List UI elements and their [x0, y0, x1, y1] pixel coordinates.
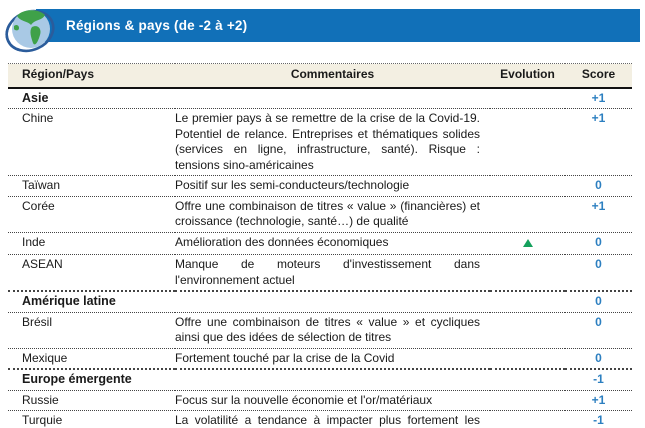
- comment-cell: Fortement touché par la crise de la Covi…: [175, 350, 395, 365]
- evolution-cell: [490, 196, 565, 232]
- region-name-cell: Europe émergente: [22, 372, 132, 386]
- evolution-cell: [490, 109, 565, 176]
- region-name-cell: Turquie: [22, 413, 63, 427]
- score-cell: 0: [595, 314, 602, 329]
- region-name-cell: Chine: [22, 111, 54, 125]
- table-body: Asie +1 Chine Le premier pays à se remettre…: [8, 87, 632, 428]
- table-row: Russie Focus sur la nouvelle économie et …: [8, 390, 632, 411]
- score-cell: 0: [595, 234, 602, 249]
- globe-icon: [5, 9, 55, 53]
- table-row: Brésil Offre une combinaison de titres « …: [8, 312, 632, 348]
- comment-cell: [175, 369, 490, 390]
- evolution-cell: [490, 411, 565, 428]
- header-score: Score: [565, 63, 632, 89]
- score-cell: 0: [595, 178, 602, 192]
- evolution-cell: [490, 312, 565, 348]
- table-row: Mexique Fortement touché par la crise de …: [8, 348, 632, 369]
- region-name-cell: Amérique latine: [22, 294, 116, 308]
- region-name-cell: Corée: [22, 198, 55, 213]
- comment-cell: Positif sur les semi-conducteurs/technol…: [175, 178, 410, 192]
- evolution-cell: [490, 369, 565, 390]
- section-banner: Régions & pays (de -2 à +2): [5, 9, 640, 53]
- evolution-cell: [490, 291, 565, 312]
- comment-cell: Offre une combinaison de titres « value …: [175, 314, 480, 345]
- comment-cell: Focus sur la nouvelle économie et l'or/m…: [175, 392, 433, 407]
- evolution-cell: [490, 232, 565, 255]
- table-row: Inde Amélioration des données économiques…: [8, 232, 632, 255]
- header-region-pays: Région/Pays: [8, 63, 175, 89]
- score-cell: 0: [595, 350, 602, 365]
- comment-cell: Offre une combinaison de titres « value …: [175, 198, 480, 229]
- score-cell: +1: [591, 90, 606, 105]
- header-commentaires: Commentaires: [175, 63, 490, 89]
- table-row: ASEAN Manque de moteurs d'investissement …: [8, 254, 632, 292]
- section-row: Amérique latine 0: [8, 291, 632, 312]
- banner-title: Régions & pays (de -2 à +2): [66, 18, 248, 33]
- regions-table: Région/Pays Commentaires Evolution Score…: [8, 63, 632, 428]
- region-name-cell: Russie: [22, 392, 59, 407]
- score-cell: +1: [591, 392, 606, 407]
- score-cell: 0: [595, 257, 602, 271]
- comment-cell: [175, 291, 490, 312]
- table-row: Corée Offre une combinaison de titres « v…: [8, 196, 632, 232]
- score-cell: -1: [593, 372, 604, 386]
- score-cell: -1: [593, 413, 604, 427]
- score-cell: +1: [591, 111, 606, 125]
- comment-cell: Le premier pays à se remettre de la cris…: [175, 111, 480, 172]
- evolution-cell: [490, 255, 565, 292]
- comment-cell: La volatilité a tendance à impacter plus…: [175, 413, 480, 427]
- score-cell: 0: [595, 294, 602, 308]
- score-cell: +1: [591, 198, 606, 213]
- comment-cell: Amélioration des données économiques: [175, 234, 389, 249]
- evolution-cell: [490, 88, 565, 109]
- comment-cell: [175, 88, 490, 109]
- header-evolution: Evolution: [490, 63, 565, 89]
- evolution-cell: [490, 390, 565, 411]
- region-name-cell: Brésil: [22, 314, 53, 329]
- region-name-cell: Taïwan: [22, 178, 61, 192]
- table-row: Turquie La volatilité a tendance à impact…: [8, 410, 632, 428]
- evolution-cell: [490, 348, 565, 369]
- region-name-cell: ASEAN: [22, 257, 63, 271]
- table-header-row: Région/Pays Commentaires Evolution Score: [8, 63, 632, 89]
- table-row: Taïwan Positif sur les semi-conducteurs/t…: [8, 175, 632, 197]
- section-row: Europe émergente -1: [8, 369, 632, 390]
- section-row: Asie +1: [8, 87, 632, 109]
- region-name-cell: Asie: [22, 90, 49, 105]
- table-row: Chine Le premier pays à se remettre de la…: [8, 108, 632, 176]
- evolution-cell: [490, 176, 565, 197]
- region-name-cell: Mexique: [22, 350, 68, 365]
- evolution-up-icon: [522, 238, 533, 247]
- comment-cell: Manque de moteurs d'investissement dans …: [175, 257, 480, 287]
- region-name-cell: Inde: [22, 234, 46, 249]
